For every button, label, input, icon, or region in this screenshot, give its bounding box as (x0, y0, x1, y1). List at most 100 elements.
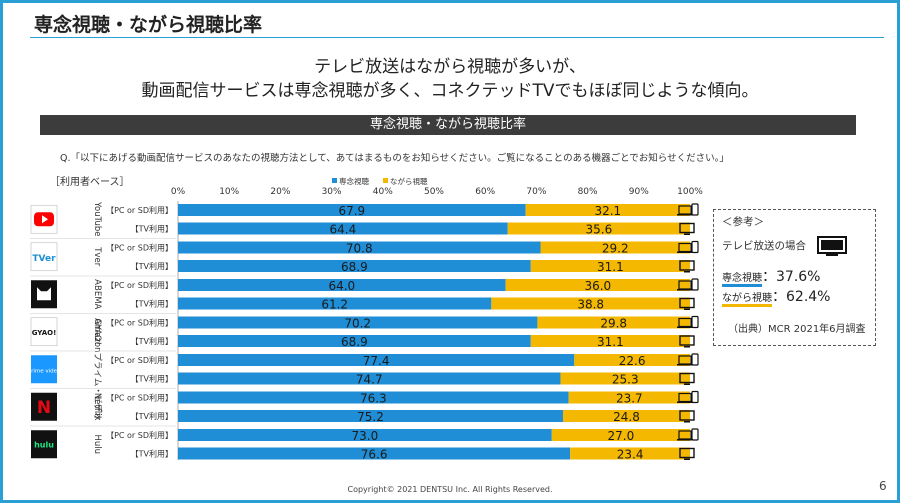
bar-focused (178, 279, 506, 291)
chart-title-band: 専念視聴・ながら視聴比率 (40, 115, 856, 135)
row-label: 【TV利用】 (131, 299, 173, 309)
tv-stand-icon (684, 458, 690, 460)
bar-nagara (530, 260, 690, 272)
data-label-focused: 64.4 (330, 223, 357, 237)
pc-base-icon (677, 364, 693, 366)
x-tick-label: 20% (270, 187, 290, 197)
data-label-focused: 68.9 (341, 260, 368, 274)
x-tick-label: 70% (526, 187, 546, 197)
bar-nagara (525, 204, 690, 216)
x-tick-label: 60% (475, 187, 495, 197)
tv-icon (679, 222, 695, 234)
service-name: YouTube (92, 201, 102, 237)
gyao-icon (30, 317, 58, 347)
service-name: Netflix (92, 393, 102, 421)
data-label-nagara: 31.1 (597, 335, 624, 349)
x-tick-label: 10% (219, 187, 239, 197)
bar-nagara (560, 372, 690, 385)
stacked-bar-chart: 専念視聴 ながら視聴 0% 10% 20% 30% 40% 50% 60% 70% 80% 90% 10… (28, 176, 704, 462)
bar-nagara (574, 354, 690, 366)
row-label: 【TV利用】 (131, 449, 173, 459)
bar-focused (178, 204, 526, 216)
page-title: 専念視聴・ながら視聴比率 (34, 14, 263, 36)
bar-nagara (551, 429, 690, 441)
tver-icon (30, 242, 58, 272)
bar-focused (178, 260, 531, 272)
x-tick-label: 50% (424, 187, 444, 197)
reference-nagara-label: ながら視聴 (722, 293, 772, 307)
row-label: 【TV利用】 (131, 411, 173, 421)
play-icon (42, 215, 48, 224)
tv-icon (679, 410, 695, 421)
data-label-nagara: 23.4 (617, 448, 644, 462)
reference-nagara: ながら視聴：62.4% (722, 286, 831, 307)
copyright-footer: Copyright© 2021 DENTSU Inc. All Rights R… (347, 485, 553, 494)
gyao-icon-text: GYAO! (32, 329, 57, 337)
reference-box: ＜参考＞ テレビ放送の場合 専念視聴：37.6% ながら視聴：62.4% （出典… (713, 209, 876, 346)
bar-nagara (530, 335, 690, 347)
x-tick-label: 80% (578, 187, 598, 197)
row-label: 【PC or SD利用】 (106, 205, 173, 215)
legend-swatch-focused (332, 178, 337, 183)
tv-stand-icon (684, 346, 690, 348)
data-label-focused: 67.9 (338, 204, 365, 218)
bar-focused (178, 316, 538, 329)
smartphone-icon (691, 203, 699, 216)
bar-focused (178, 297, 492, 310)
tv-icon (679, 447, 695, 459)
base-label: ［利用者ベース］ (50, 177, 130, 188)
data-label-focused: 73.0 (352, 429, 379, 443)
bar-focused (178, 241, 541, 254)
service-name: GYAO! (92, 319, 102, 345)
bar-nagara (563, 410, 690, 422)
headline-line-1: テレビ放送はながら視聴が多いが、 (314, 57, 586, 77)
data-label-focused: 64.0 (328, 279, 355, 293)
legend-swatch-nagara (383, 178, 388, 183)
bar-focused (178, 429, 552, 441)
data-label-nagara: 27.0 (608, 429, 635, 443)
abema-fox-icon (37, 287, 51, 301)
pc-base-icon (677, 439, 693, 441)
data-label-focused: 77.4 (363, 354, 390, 368)
bar-nagara (537, 316, 690, 329)
bar-focused (178, 335, 531, 347)
tv-stand-icon (684, 233, 690, 235)
netflix-icon-text: N (37, 398, 51, 418)
data-label-focused: 74.7 (356, 373, 383, 387)
legend-label-nagara: ながら視聴 (390, 176, 428, 186)
tv-stand-icon (684, 421, 690, 423)
tv-stand-icon (684, 271, 690, 273)
headline-line-2: 動画配信サービスは専念視聴が多く、コネクテッドTVでもほぼ同じような傾向。 (141, 81, 759, 101)
hulu-icon (31, 430, 57, 459)
tv-icon (817, 236, 847, 256)
bar-nagara (568, 391, 690, 404)
reference-tv-label: テレビ放送の場合 (722, 240, 806, 252)
reference-nagara-value: ：62.4% (772, 289, 831, 305)
bar-focused (178, 222, 508, 235)
data-label-nagara: 29.8 (600, 317, 627, 331)
smartphone-icon (691, 240, 699, 254)
data-label-nagara: 22.6 (619, 354, 646, 368)
data-label-nagara: 36.0 (584, 279, 611, 293)
service-name: Hulu (92, 434, 102, 454)
survey-question: Q.「以下にあげる動画配信サービスのあなたの視聴方法として、あてはまるものをお知… (60, 153, 729, 164)
prime-video-icon-text: prime video (28, 368, 61, 374)
pc-base-icon (677, 214, 693, 216)
bar-nagara (505, 279, 690, 291)
smartphone-icon (691, 390, 699, 404)
bar-focused (178, 447, 571, 460)
row-label: 【PC or SD利用】 (106, 393, 173, 403)
x-tick-label: 100% (677, 187, 703, 197)
bar-nagara (540, 241, 690, 254)
reference-source: （出典）MCR 2021年6月調査 (728, 324, 866, 335)
data-label-focused: 68.9 (341, 335, 368, 349)
tv-icon (679, 297, 695, 309)
pc-base-icon (677, 289, 693, 291)
bar-focused (178, 354, 575, 366)
row-label: 【TV利用】 (131, 336, 173, 346)
hulu-icon-text: hulu (34, 440, 54, 449)
row-label: 【TV利用】 (131, 374, 173, 384)
tv-icon (679, 335, 695, 346)
smartphone-icon (691, 353, 699, 366)
row-label: 【PC or SD利用】 (106, 280, 173, 290)
